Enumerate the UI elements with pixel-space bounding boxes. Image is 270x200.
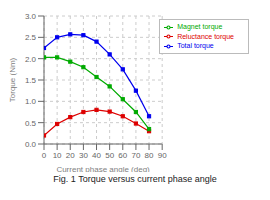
- svg-text:1.5: 1.5: [25, 76, 37, 85]
- svg-text:70: 70: [131, 151, 140, 160]
- svg-text:0: 0: [42, 151, 47, 160]
- svg-text:0.0: 0.0: [25, 140, 37, 149]
- html-text:Total torque: Total torque: [177, 42, 214, 50]
- html-text:Reluctance torque: Reluctance torque: [177, 32, 234, 40]
- svg-text:Current phase angle (deg): Current phase angle (deg): [56, 165, 150, 172]
- svg-text:50: 50: [105, 151, 114, 160]
- svg-text:40: 40: [92, 151, 101, 160]
- html-text:Magnet torque: Magnet torque: [177, 23, 223, 30]
- svg-text:80: 80: [145, 151, 154, 160]
- svg-text:1.0: 1.0: [25, 97, 37, 106]
- svg-text:2.5: 2.5: [25, 33, 37, 42]
- svg-text:0.5: 0.5: [25, 119, 37, 128]
- svg-text:Torque (Nm): Torque (Nm): [8, 57, 17, 102]
- svg-text:30: 30: [79, 151, 88, 160]
- svg-text:60: 60: [118, 151, 127, 160]
- svg-text:2.0: 2.0: [25, 55, 37, 64]
- svg-text:20: 20: [66, 151, 75, 160]
- svg-text:90: 90: [158, 151, 167, 160]
- html-text:Fig. 1 Torque versus current p: Fig. 1 Torque versus current phase angle: [53, 174, 217, 184]
- svg-text:10: 10: [53, 151, 62, 160]
- svg-text:3.0: 3.0: [25, 12, 37, 21]
